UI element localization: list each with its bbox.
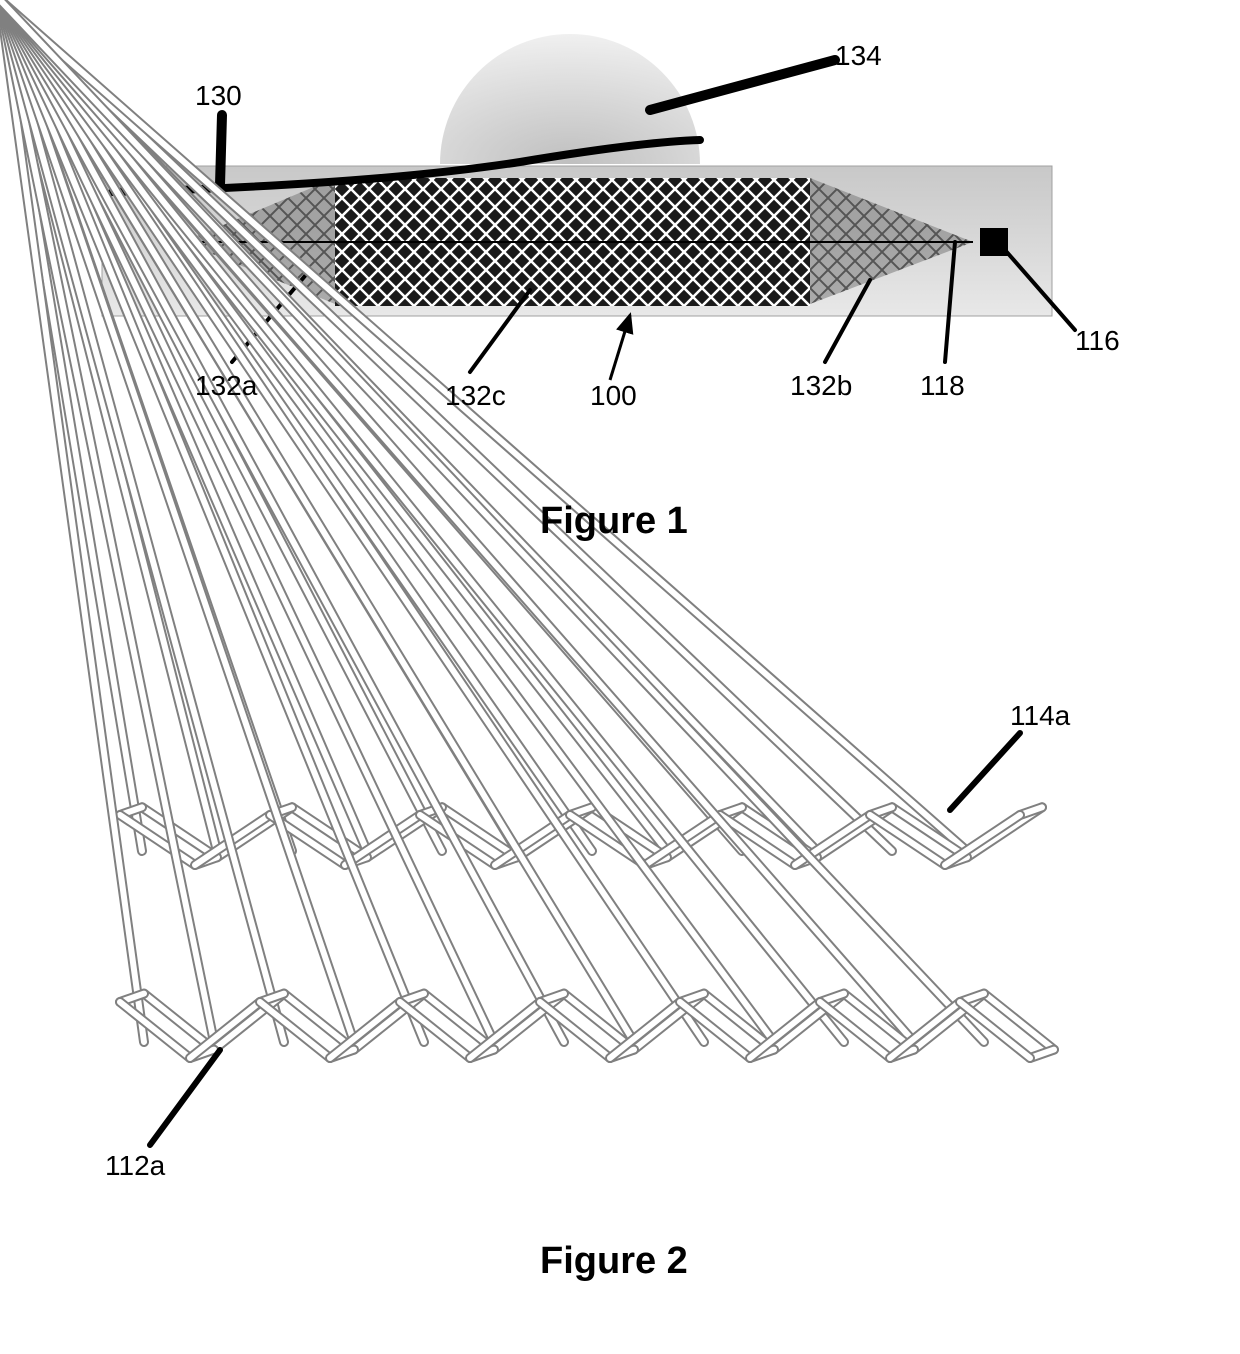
label-118: 118	[920, 370, 965, 402]
label-132b: 132b	[790, 370, 852, 402]
label-134: 134	[835, 40, 882, 72]
label-132c: 132c	[445, 380, 506, 412]
drawing-canvas	[0, 0, 1240, 1354]
label-112a: 112a	[105, 1150, 165, 1182]
label-116: 116	[1075, 325, 1120, 357]
label-132a: 132a	[195, 370, 257, 402]
figure1-caption: Figure 1	[540, 500, 688, 543]
figure2-caption: Figure 2	[540, 1240, 688, 1283]
label-114a: 114a	[1010, 700, 1070, 732]
label-100: 100	[590, 380, 637, 412]
label-130: 130	[195, 80, 242, 112]
